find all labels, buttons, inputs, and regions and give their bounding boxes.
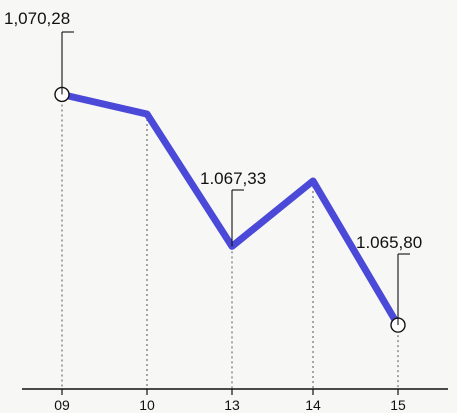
series-group bbox=[54, 86, 406, 333]
x-tick-label-10: 10 bbox=[139, 397, 155, 413]
data-label-15: 1.065,80 bbox=[356, 233, 422, 252]
data-label-13: 1.067,33 bbox=[200, 169, 266, 188]
x-tick-label-15: 15 bbox=[390, 397, 406, 413]
x-ticks: 09 10 13 14 15 bbox=[54, 389, 406, 413]
series-line bbox=[58, 90, 402, 329]
x-tick-label-09: 09 bbox=[54, 397, 70, 413]
value-labels: 1,070,28 1.067,33 1.065,80 bbox=[4, 9, 422, 326]
data-label-09: 1,070,28 bbox=[4, 9, 70, 28]
x-tick-label-14: 14 bbox=[305, 397, 321, 413]
x-tick-label-13: 13 bbox=[224, 397, 240, 413]
guide-lines bbox=[61, 94, 399, 389]
